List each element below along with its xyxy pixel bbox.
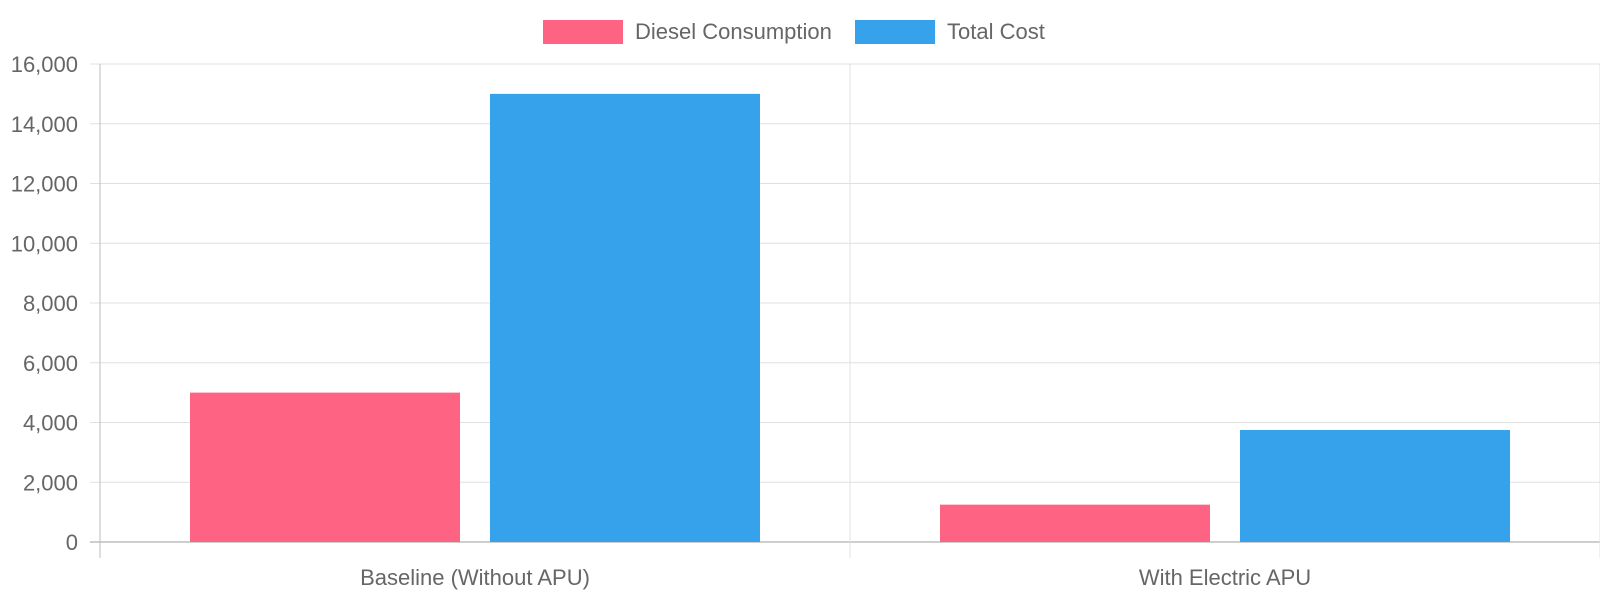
y-tick-label: 16,000 <box>11 52 78 77</box>
bar-total-cost[interactable] <box>1240 429 1510 542</box>
legend-label: Total Cost <box>947 19 1045 44</box>
legend-label: Diesel Consumption <box>635 19 832 44</box>
y-tick-label: 4,000 <box>23 411 78 436</box>
legend-item[interactable]: Total Cost <box>855 19 1045 44</box>
bar-total-cost[interactable] <box>490 93 760 542</box>
legend-swatch <box>855 20 935 44</box>
x-tick-label: Baseline (Without APU) <box>360 565 590 590</box>
legend-item[interactable]: Diesel Consumption <box>543 19 832 44</box>
x-tick-label: With Electric APU <box>1139 565 1311 590</box>
y-tick-label: 2,000 <box>23 470 78 495</box>
y-tick-label: 6,000 <box>23 351 78 376</box>
y-tick-label: 14,000 <box>11 112 78 137</box>
y-tick-label: 10,000 <box>11 231 78 256</box>
y-tick-label: 8,000 <box>23 291 78 316</box>
bar-diesel-consumption[interactable] <box>190 392 460 542</box>
axis-layer: 0 2,000 4,000 6,000 8,000 10,000 12,000 14,000 1… <box>11 52 1311 590</box>
y-tick-label: 0 <box>66 530 78 555</box>
bar-diesel-consumption[interactable] <box>940 504 1210 542</box>
y-tick-label: 12,000 <box>11 172 78 197</box>
legend[interactable]: Diesel Consumption Total Cost <box>543 19 1045 44</box>
bars-layer <box>190 93 1510 542</box>
legend-swatch <box>543 20 623 44</box>
